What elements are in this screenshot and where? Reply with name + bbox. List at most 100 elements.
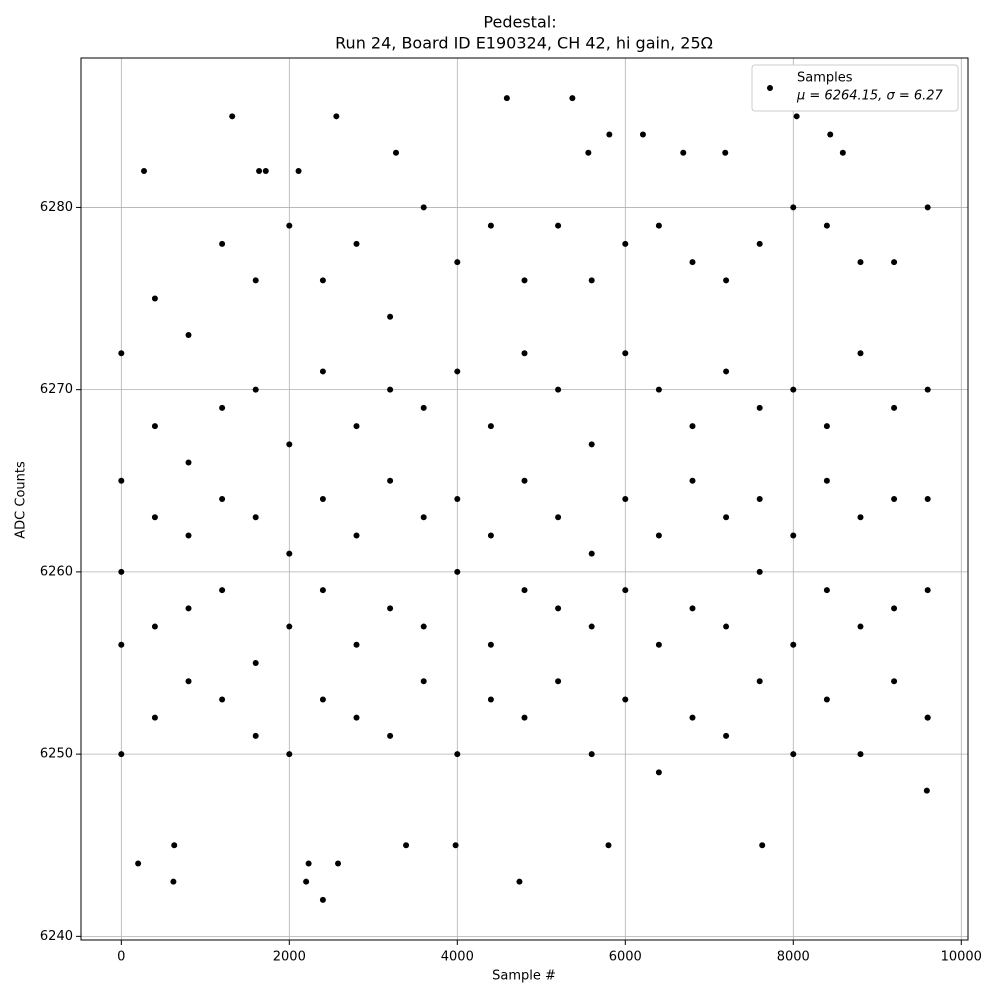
point <box>387 313 394 320</box>
point <box>403 842 410 849</box>
point <box>790 751 797 758</box>
point <box>219 696 226 703</box>
point <box>353 423 360 430</box>
point <box>151 514 158 521</box>
x-tick-label: 2000 <box>273 950 306 965</box>
point <box>588 441 595 448</box>
point <box>387 386 394 393</box>
point <box>655 386 662 393</box>
y-axis-label: ADC Counts <box>14 461 29 539</box>
x-tick-label: 10000 <box>941 950 982 965</box>
legend-label: μ = 6264.15, σ = 6.27 <box>796 89 944 104</box>
point <box>924 386 931 393</box>
point <box>118 568 125 575</box>
point <box>555 514 562 521</box>
point <box>319 896 326 903</box>
point <box>924 496 931 502</box>
y-tick-label: 6280 <box>40 200 73 215</box>
point <box>295 167 302 174</box>
point <box>622 496 629 502</box>
point <box>151 714 158 721</box>
point <box>353 641 360 648</box>
point <box>891 678 898 685</box>
point <box>588 277 595 284</box>
point <box>454 259 461 266</box>
point <box>857 623 864 630</box>
point <box>689 714 696 721</box>
point <box>420 204 427 211</box>
point <box>319 496 326 502</box>
point <box>185 331 192 338</box>
point <box>185 532 192 539</box>
point <box>387 605 394 612</box>
point <box>555 386 562 393</box>
point <box>891 404 898 411</box>
y-tick-label: 6240 <box>40 929 73 944</box>
point <box>857 514 864 521</box>
point <box>353 240 360 247</box>
y-tick-label: 6260 <box>40 564 73 579</box>
point <box>588 751 595 758</box>
point <box>171 842 178 849</box>
x-axis-label: Sample # <box>492 969 556 984</box>
point <box>303 878 310 885</box>
point <box>420 623 427 630</box>
point <box>756 240 763 247</box>
point <box>219 587 226 594</box>
point <box>262 167 269 174</box>
point <box>252 386 259 393</box>
point <box>319 277 326 284</box>
point <box>185 605 192 612</box>
point <box>503 95 510 102</box>
x-tick-label: 4000 <box>441 950 474 965</box>
point <box>420 514 427 521</box>
point <box>219 404 226 411</box>
point <box>823 477 830 484</box>
point <box>723 277 730 284</box>
point <box>151 295 158 302</box>
legend-marker <box>767 85 773 91</box>
point <box>487 532 494 539</box>
point <box>118 641 125 648</box>
point <box>521 587 528 594</box>
point <box>655 641 662 648</box>
point <box>353 714 360 721</box>
point <box>135 860 142 867</box>
point <box>452 842 459 849</box>
point <box>723 623 730 630</box>
point <box>655 222 662 229</box>
point <box>924 587 931 594</box>
point <box>622 696 629 703</box>
point <box>723 514 730 521</box>
point <box>286 751 293 758</box>
point <box>521 714 528 721</box>
point <box>353 532 360 539</box>
point <box>723 732 730 739</box>
point <box>555 222 562 229</box>
point <box>823 587 830 594</box>
point <box>387 477 394 484</box>
point <box>756 678 763 685</box>
point <box>521 277 528 284</box>
point <box>170 878 177 885</box>
x-tick-label: 0 <box>117 950 125 965</box>
point <box>286 441 293 448</box>
point <box>924 714 931 721</box>
point <box>252 514 259 521</box>
point <box>655 769 662 776</box>
x-tick-label: 8000 <box>777 950 810 965</box>
point <box>924 204 931 211</box>
point <box>723 368 730 375</box>
point <box>319 587 326 594</box>
point <box>756 568 763 575</box>
point <box>319 696 326 703</box>
point <box>454 496 461 502</box>
point <box>891 496 898 502</box>
point <box>256 167 263 174</box>
point <box>689 423 696 430</box>
point <box>252 732 259 739</box>
point <box>219 240 226 247</box>
point <box>823 696 830 703</box>
